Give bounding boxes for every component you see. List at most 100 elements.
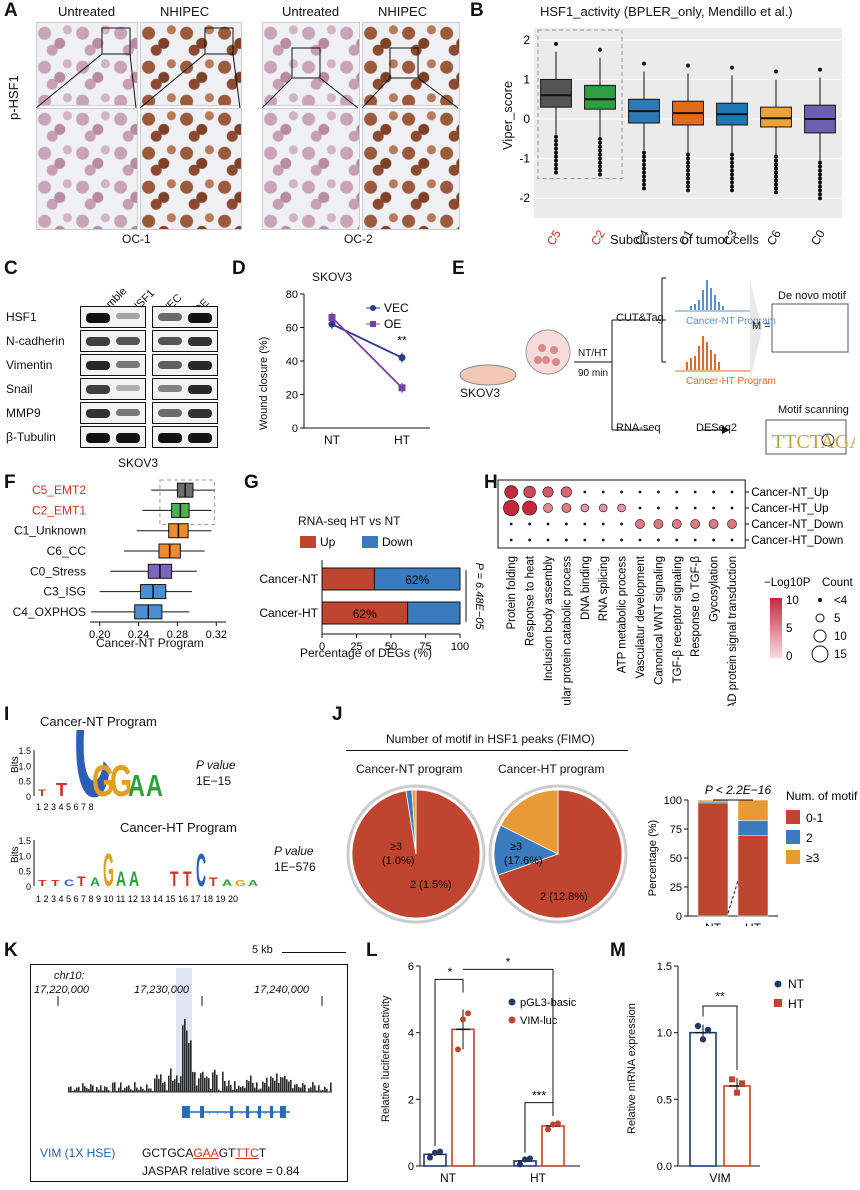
k-signal-bar — [170, 1068, 172, 1092]
c-band — [158, 337, 182, 346]
h-size-legend-dot — [815, 613, 825, 623]
k-signal-bar — [70, 1086, 72, 1092]
m-ytick: 0.5 — [657, 1094, 672, 1106]
h-dot — [503, 499, 520, 517]
e-skov3: SKOV3 — [460, 386, 501, 400]
l-sig-bracket-1 — [434, 978, 464, 1146]
i-ht-letter: C — [196, 845, 206, 896]
a-nhipec-2: NHIPEC — [378, 4, 428, 19]
h-size-legend-label: 5 — [834, 613, 840, 625]
k-exon — [182, 1106, 190, 1118]
k-signal-bar — [160, 1074, 162, 1092]
k-signal-bar — [244, 1087, 246, 1092]
h-dot — [523, 485, 536, 499]
b-outlier — [686, 184, 690, 189]
h-colorbar-tick: 5 — [786, 623, 792, 635]
b-box-C2 — [584, 84, 616, 110]
b-outlier — [642, 166, 646, 171]
b-outlier — [598, 172, 602, 177]
ihc-oc2-nhipec-zoom — [362, 108, 460, 230]
h-term: TGF-β receptor signaling — [672, 556, 684, 683]
d-sig: ** — [397, 333, 407, 347]
k-signal-bar — [106, 1087, 108, 1092]
b-outlier — [554, 162, 558, 167]
k-signal-bar — [110, 1091, 112, 1092]
b-outlier — [598, 152, 602, 157]
k-signal-bar — [282, 1077, 284, 1092]
b-outlier — [818, 188, 822, 193]
k-signal-bar — [238, 1085, 240, 1092]
k-signal-bar — [138, 1089, 140, 1092]
k-signal-bar — [268, 1086, 270, 1092]
b-outlier — [642, 170, 646, 175]
k-signal-bar — [296, 1084, 298, 1092]
k-exon — [246, 1106, 249, 1118]
k-signal-bar — [298, 1086, 300, 1092]
k-signal-bar — [134, 1082, 136, 1092]
h-dot — [565, 538, 568, 542]
k-signal-bar — [156, 1074, 158, 1092]
h-dot — [638, 538, 642, 542]
b-ylabel: Viper_score — [500, 80, 515, 150]
i-nt-letter: A — [146, 769, 163, 802]
k-signal-bar — [250, 1075, 252, 1092]
k-signal-bar — [264, 1082, 266, 1092]
e-min: 90 min — [578, 368, 609, 379]
k-signal-bar — [102, 1090, 104, 1092]
k-seq-c: GT — [218, 1146, 236, 1160]
k-signal-bar — [222, 1071, 224, 1092]
b-ytick: 0 — [523, 112, 530, 126]
b-outlier — [554, 146, 558, 151]
b-outlier — [730, 156, 734, 161]
k-signal-bar — [80, 1091, 82, 1092]
f-ylabel-C2_EMT1: C2_EMT1 — [32, 503, 86, 517]
panel-a-zoom-lines — [35, 27, 459, 109]
k-strand-arrow: › — [248, 1108, 251, 1117]
b-outlier — [730, 172, 734, 177]
k-signal-bar — [150, 1088, 152, 1092]
c-cell: SKOV3 — [118, 456, 159, 470]
j-pval: P < 2.2E−16 — [705, 783, 772, 797]
l-sig-3: *** — [532, 1088, 546, 1102]
m-legend-1: NT — [788, 977, 805, 991]
k-signal-bar — [272, 1077, 274, 1092]
b-outlier — [818, 168, 822, 173]
b-xtick-C0: C0 — [808, 227, 828, 248]
d-legend-dot-oe — [370, 321, 376, 327]
c-row-label: HSF1 — [6, 310, 37, 324]
panel-b-chart: 2 1 0 -1 -2 C5 C2 C4 C1 C3 C6 C0 — [520, 28, 842, 248]
j-ytick: 50 — [670, 853, 682, 865]
d-point-VEC — [328, 320, 336, 328]
m-bar-HT — [723, 1085, 751, 1167]
g-xlabel: Percentage of DEGs (%) — [300, 646, 433, 660]
b-xtick-C5: C5 — [544, 227, 564, 248]
k-signal-bar — [270, 1076, 272, 1092]
k-track: › › › › › › › › › — [57, 996, 332, 1118]
l-point — [545, 1126, 551, 1133]
l-point — [465, 1010, 471, 1017]
d-legend-vec: VEC — [384, 301, 409, 315]
k-signal-bar — [320, 1090, 322, 1092]
h-dot — [638, 490, 642, 494]
b-outlier — [730, 188, 734, 193]
k-signal-bar — [124, 1087, 126, 1092]
h-dot — [620, 522, 623, 526]
k-signal-bar — [88, 1089, 90, 1092]
h-colorbar — [770, 598, 782, 658]
k-strand-arrow: › — [264, 1108, 267, 1117]
c-row-label: β-Tubulin — [6, 430, 56, 444]
k-signal-bar — [82, 1083, 84, 1092]
h-row-label: Cancer-HT_Down — [751, 535, 843, 547]
k-signal-bar — [252, 1082, 254, 1092]
g-bar-up-Cancer-NT — [321, 567, 375, 591]
h-dot — [565, 522, 568, 526]
panel-m-label: M — [610, 940, 626, 961]
j-connector — [727, 880, 739, 914]
c-band — [188, 433, 212, 443]
i-ht-letter: A — [248, 879, 259, 888]
g-legend-up: Up — [320, 535, 336, 549]
b-outlier — [598, 144, 602, 149]
b-outlier — [774, 154, 778, 159]
